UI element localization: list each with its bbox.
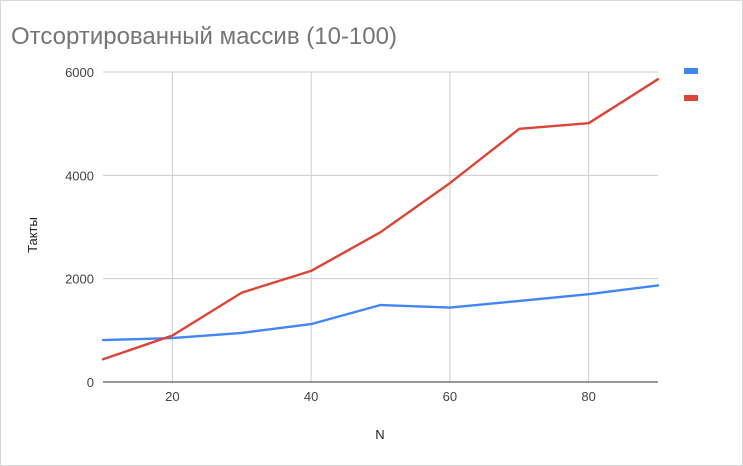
- grid: [103, 71, 658, 382]
- y-tick-label: 2000: [65, 272, 94, 287]
- chart-title: Отсортированный массив (10-100): [11, 23, 397, 50]
- y-tick-label: 0: [87, 375, 94, 390]
- series-line-1: [101, 284, 660, 342]
- y-tick-label: 4000: [65, 168, 94, 183]
- x-axis: 20 40 60 80: [103, 381, 658, 404]
- series-line-2: [101, 77, 660, 361]
- x-tick-label: 60: [443, 389, 457, 404]
- x-tick-label: 80: [581, 389, 595, 404]
- series-lines: [101, 77, 660, 361]
- y-axis: 0 2000 4000 6000: [65, 65, 94, 390]
- y-tick-label: 6000: [65, 65, 94, 80]
- y-axis-title: Такты: [25, 217, 40, 253]
- legend-swatch-1: [684, 68, 698, 74]
- legend: [684, 68, 698, 101]
- x-tick-label: 20: [165, 389, 179, 404]
- legend-swatch-2: [684, 95, 698, 101]
- x-axis-title: N: [375, 427, 384, 442]
- x-tick-label: 40: [304, 389, 318, 404]
